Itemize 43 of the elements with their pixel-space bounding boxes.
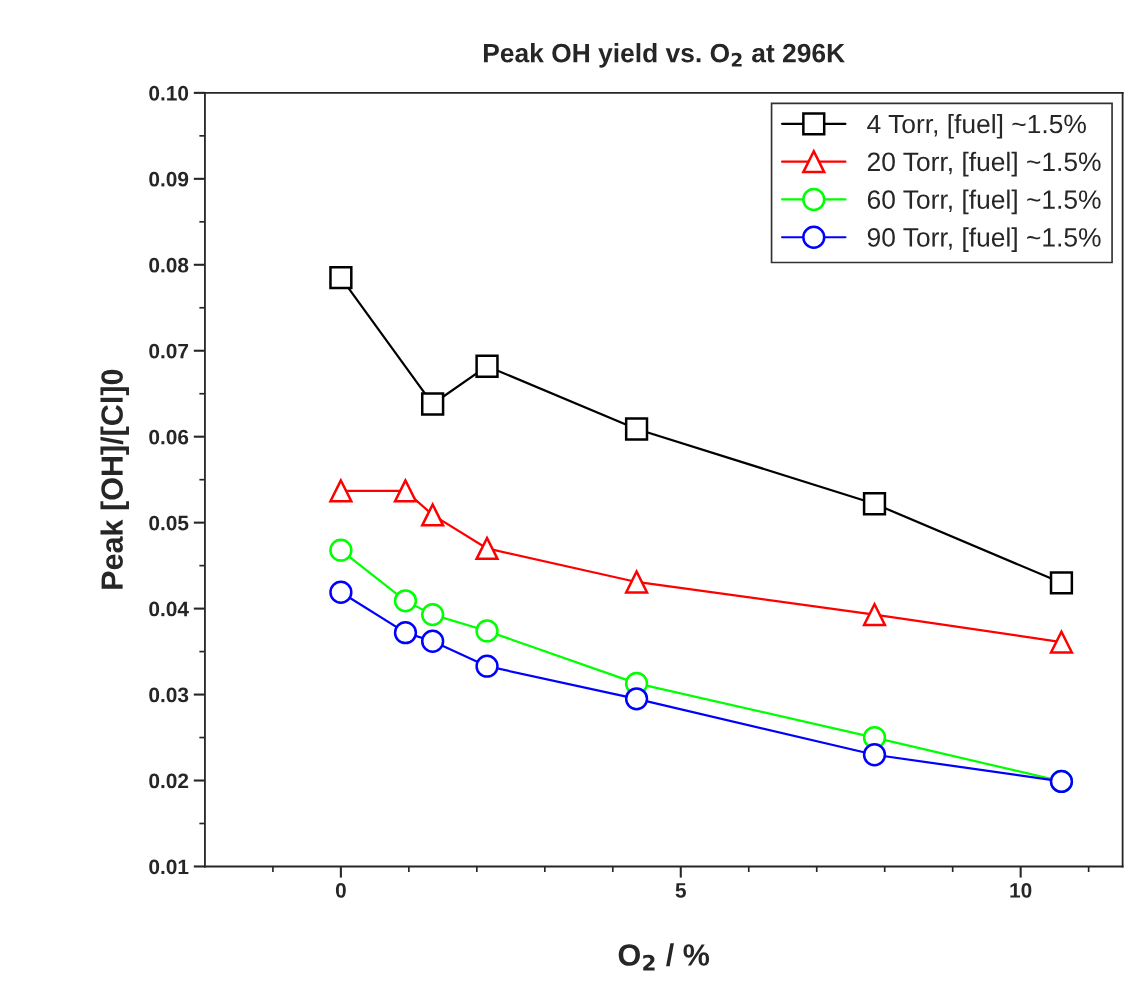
point: [862, 492, 887, 516]
point: [329, 266, 353, 290]
legend-label: 20 Torr, [fuel] ~1.5%: [867, 151, 1101, 177]
point: [862, 743, 887, 767]
legend-label: 90 Torr, [fuel] ~1.5%: [867, 227, 1101, 252]
x-tick-label: 5: [675, 883, 686, 898]
x-axis-title: O$_{2}$ / %: [618, 943, 710, 971]
point: [393, 589, 418, 613]
point: [624, 417, 649, 441]
y-tick-label: 0.04: [149, 601, 189, 617]
point: [1049, 630, 1074, 654]
point: [420, 629, 445, 653]
y-tick-label: 0.09: [149, 171, 189, 187]
point: [420, 602, 445, 627]
y-tick-label: 0.03: [149, 687, 189, 703]
point: [475, 619, 499, 643]
y-tick-label: 0.08: [149, 257, 189, 273]
point: [862, 602, 887, 627]
x-tick-label: 0: [335, 883, 346, 898]
y-tick-label: 0.05: [149, 515, 189, 531]
point: [475, 654, 499, 678]
point: [329, 538, 353, 562]
point: [475, 354, 499, 378]
x-tick-label: 10: [1010, 883, 1032, 898]
point: [624, 687, 649, 711]
point: [329, 580, 353, 604]
point: [393, 479, 418, 503]
y-axis-title: Peak [OH]/[Cl]0: [100, 369, 129, 589]
point: [420, 503, 445, 527]
y-tick-label: 0.02: [149, 773, 189, 789]
y-tick-label: 0.10: [149, 85, 189, 101]
point: [1049, 571, 1074, 595]
chart-title: Peak OH yield vs. O$_{2}$ at 296K: [483, 43, 845, 68]
legend-label: 4 Torr, [fuel] ~1.5%: [867, 113, 1086, 139]
point: [329, 479, 353, 503]
y-tick-label: 0.06: [149, 429, 189, 445]
y-tick-label: 0.01: [149, 859, 189, 875]
point: [624, 570, 649, 594]
point: [475, 536, 499, 561]
point: [420, 392, 445, 416]
legend-label: 60 Torr, [fuel] ~1.5%: [867, 189, 1101, 215]
point: [393, 621, 418, 645]
y-tick-label: 0.07: [149, 343, 189, 359]
